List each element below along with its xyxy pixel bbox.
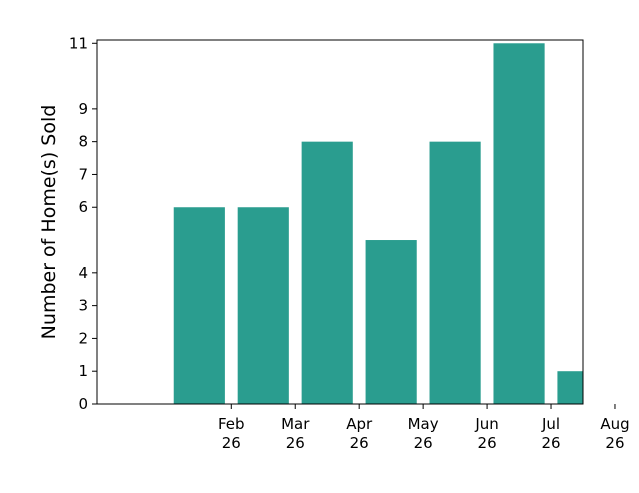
y-tick-label: 1: [78, 362, 88, 380]
bar-aug-26: [557, 371, 583, 404]
y-tick-label: 7: [78, 165, 88, 183]
x-axis: Feb 26 Mar 26 Apr 26 May 26 Jun 26 Jul 26 Aug 26: [218, 404, 630, 452]
bar-feb-26: [173, 207, 225, 404]
bar-jun-26: [429, 141, 481, 404]
y-axis-label: Number of Home(s) Sold: [38, 105, 60, 340]
y-axis: 0 1 2 3 4 6 7 8 9 11: [69, 34, 97, 413]
x-tick-label: Apr 26: [346, 415, 373, 452]
bars-group: [173, 43, 583, 405]
x-tick-label: Aug 26: [600, 415, 629, 452]
y-tick-label: 0: [78, 395, 88, 413]
x-tick-label: May 26: [408, 415, 439, 452]
x-tick-label: Jun 26: [474, 415, 498, 452]
y-tick-label: 2: [78, 329, 88, 347]
bar-jul-26: [493, 43, 545, 405]
bar-apr-26: [301, 141, 353, 404]
y-tick-label: 9: [78, 100, 88, 118]
y-tick-label: 4: [78, 264, 88, 282]
y-tick-label: 11: [69, 34, 88, 52]
x-tick-label: Feb 26: [218, 415, 245, 452]
bar-mar-26: [237, 207, 289, 404]
x-tick-label: Jul 26: [541, 415, 561, 452]
y-tick-label: 3: [78, 297, 88, 315]
bar-may-26: [365, 240, 417, 404]
y-tick-label: 6: [78, 198, 88, 216]
plot-frame: [96, 39, 584, 405]
y-tick-label: 8: [78, 133, 88, 151]
x-tick-label: Mar 26: [281, 415, 310, 452]
